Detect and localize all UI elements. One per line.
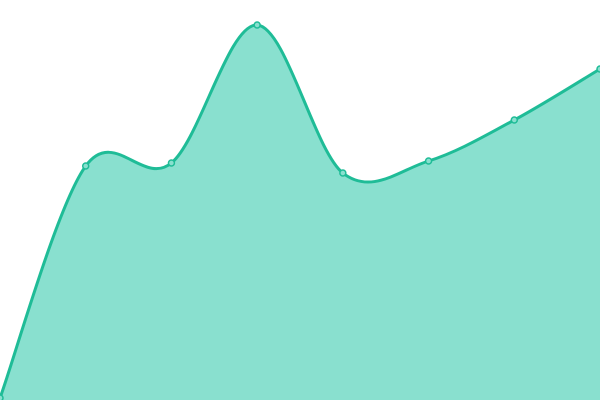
area-fill [0,24,600,400]
data-point-7[interactable] [596,65,600,73]
data-point-5[interactable] [424,157,433,165]
data-point-1[interactable] [81,162,90,170]
data-point-6[interactable] [510,116,519,124]
data-point-4[interactable] [339,169,347,177]
data-point-2[interactable] [167,159,176,167]
data-point-0[interactable] [0,394,4,400]
data-point-3[interactable] [253,21,261,29]
